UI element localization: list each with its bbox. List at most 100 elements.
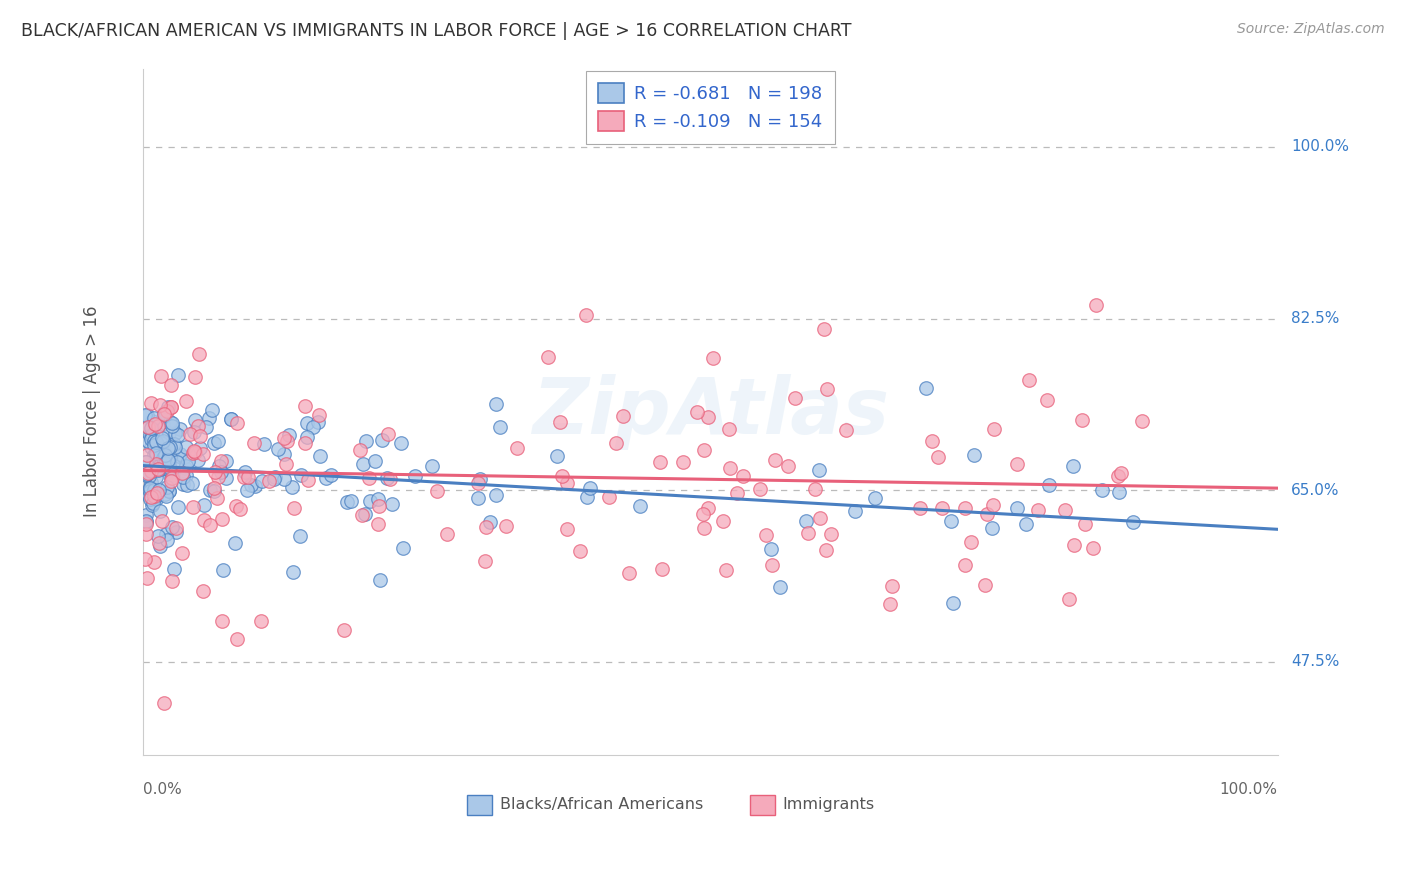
Point: [165, 521, 187, 535]
Point: [931, 500, 953, 515]
Point: [159, 440, 181, 454]
Point: [226, 632, 249, 646]
Point: [297, 416, 319, 430]
Point: [139, 440, 162, 454]
Point: [368, 573, 391, 587]
Point: [702, 351, 724, 365]
Point: [378, 472, 401, 486]
Point: [142, 410, 165, 425]
Point: [156, 480, 179, 494]
Point: [960, 534, 983, 549]
Point: [981, 498, 1004, 512]
Point: [371, 433, 394, 447]
Point: [135, 515, 157, 529]
Point: [160, 400, 183, 414]
Point: [245, 479, 267, 493]
Point: [148, 483, 170, 497]
Point: [193, 498, 215, 512]
Point: [134, 455, 156, 469]
Point: [145, 425, 167, 440]
Point: [148, 419, 170, 434]
Point: [363, 454, 385, 468]
Point: [157, 484, 180, 499]
Point: [136, 420, 159, 434]
Point: [551, 469, 574, 483]
Point: [135, 467, 157, 481]
Point: [579, 481, 602, 495]
Point: [153, 406, 176, 420]
Text: In Labor Force | Age > 16: In Labor Force | Age > 16: [83, 306, 101, 517]
Point: [136, 466, 159, 480]
Point: [278, 428, 301, 442]
Point: [297, 474, 319, 488]
Point: [146, 461, 169, 475]
Point: [153, 456, 176, 470]
Point: [205, 491, 228, 506]
Point: [148, 529, 170, 543]
Text: 100.0%: 100.0%: [1291, 139, 1350, 154]
Point: [167, 456, 190, 470]
Point: [136, 467, 159, 482]
Point: [145, 491, 167, 506]
Point: [157, 426, 180, 441]
Point: [281, 480, 304, 494]
Point: [1130, 414, 1153, 428]
Point: [250, 614, 273, 628]
Point: [181, 446, 204, 460]
Point: [295, 430, 318, 444]
Point: [211, 614, 233, 628]
Point: [139, 480, 162, 494]
Point: [229, 502, 252, 516]
Point: [921, 434, 943, 449]
Point: [485, 397, 508, 411]
Point: [796, 526, 818, 541]
Point: [155, 458, 177, 472]
Point: [696, 409, 718, 424]
Point: [273, 430, 295, 444]
Point: [148, 439, 170, 453]
Point: [1063, 538, 1085, 552]
Point: [981, 521, 1004, 535]
Point: [179, 426, 201, 441]
Point: [139, 490, 162, 504]
Point: [166, 455, 188, 469]
Point: [174, 440, 197, 454]
Point: [236, 470, 259, 484]
Point: [162, 470, 184, 484]
Point: [915, 381, 938, 395]
Point: [191, 447, 214, 461]
Point: [153, 697, 176, 711]
Point: [1005, 500, 1028, 515]
Point: [139, 464, 162, 478]
Point: [211, 564, 233, 578]
Point: [135, 515, 157, 529]
Point: [145, 488, 167, 502]
Point: [1109, 466, 1132, 480]
Point: [711, 514, 734, 528]
Point: [546, 449, 568, 463]
Point: [142, 483, 165, 497]
Point: [172, 470, 194, 484]
Point: [693, 521, 716, 535]
Point: [404, 468, 426, 483]
Point: [188, 347, 211, 361]
Point: [145, 490, 167, 504]
Point: [1057, 591, 1080, 606]
Point: [145, 445, 167, 459]
Point: [135, 516, 157, 531]
Point: [605, 435, 627, 450]
Point: [814, 543, 837, 558]
Point: [755, 528, 778, 542]
Point: [628, 500, 651, 514]
Point: [575, 490, 598, 504]
Point: [537, 350, 560, 364]
Point: [808, 463, 831, 477]
Point: [359, 494, 381, 508]
Point: [157, 441, 180, 455]
Point: [1070, 413, 1092, 427]
Point: [315, 471, 337, 485]
Point: [142, 496, 165, 510]
Point: [159, 377, 181, 392]
Text: 47.5%: 47.5%: [1291, 654, 1340, 669]
Point: [718, 460, 741, 475]
